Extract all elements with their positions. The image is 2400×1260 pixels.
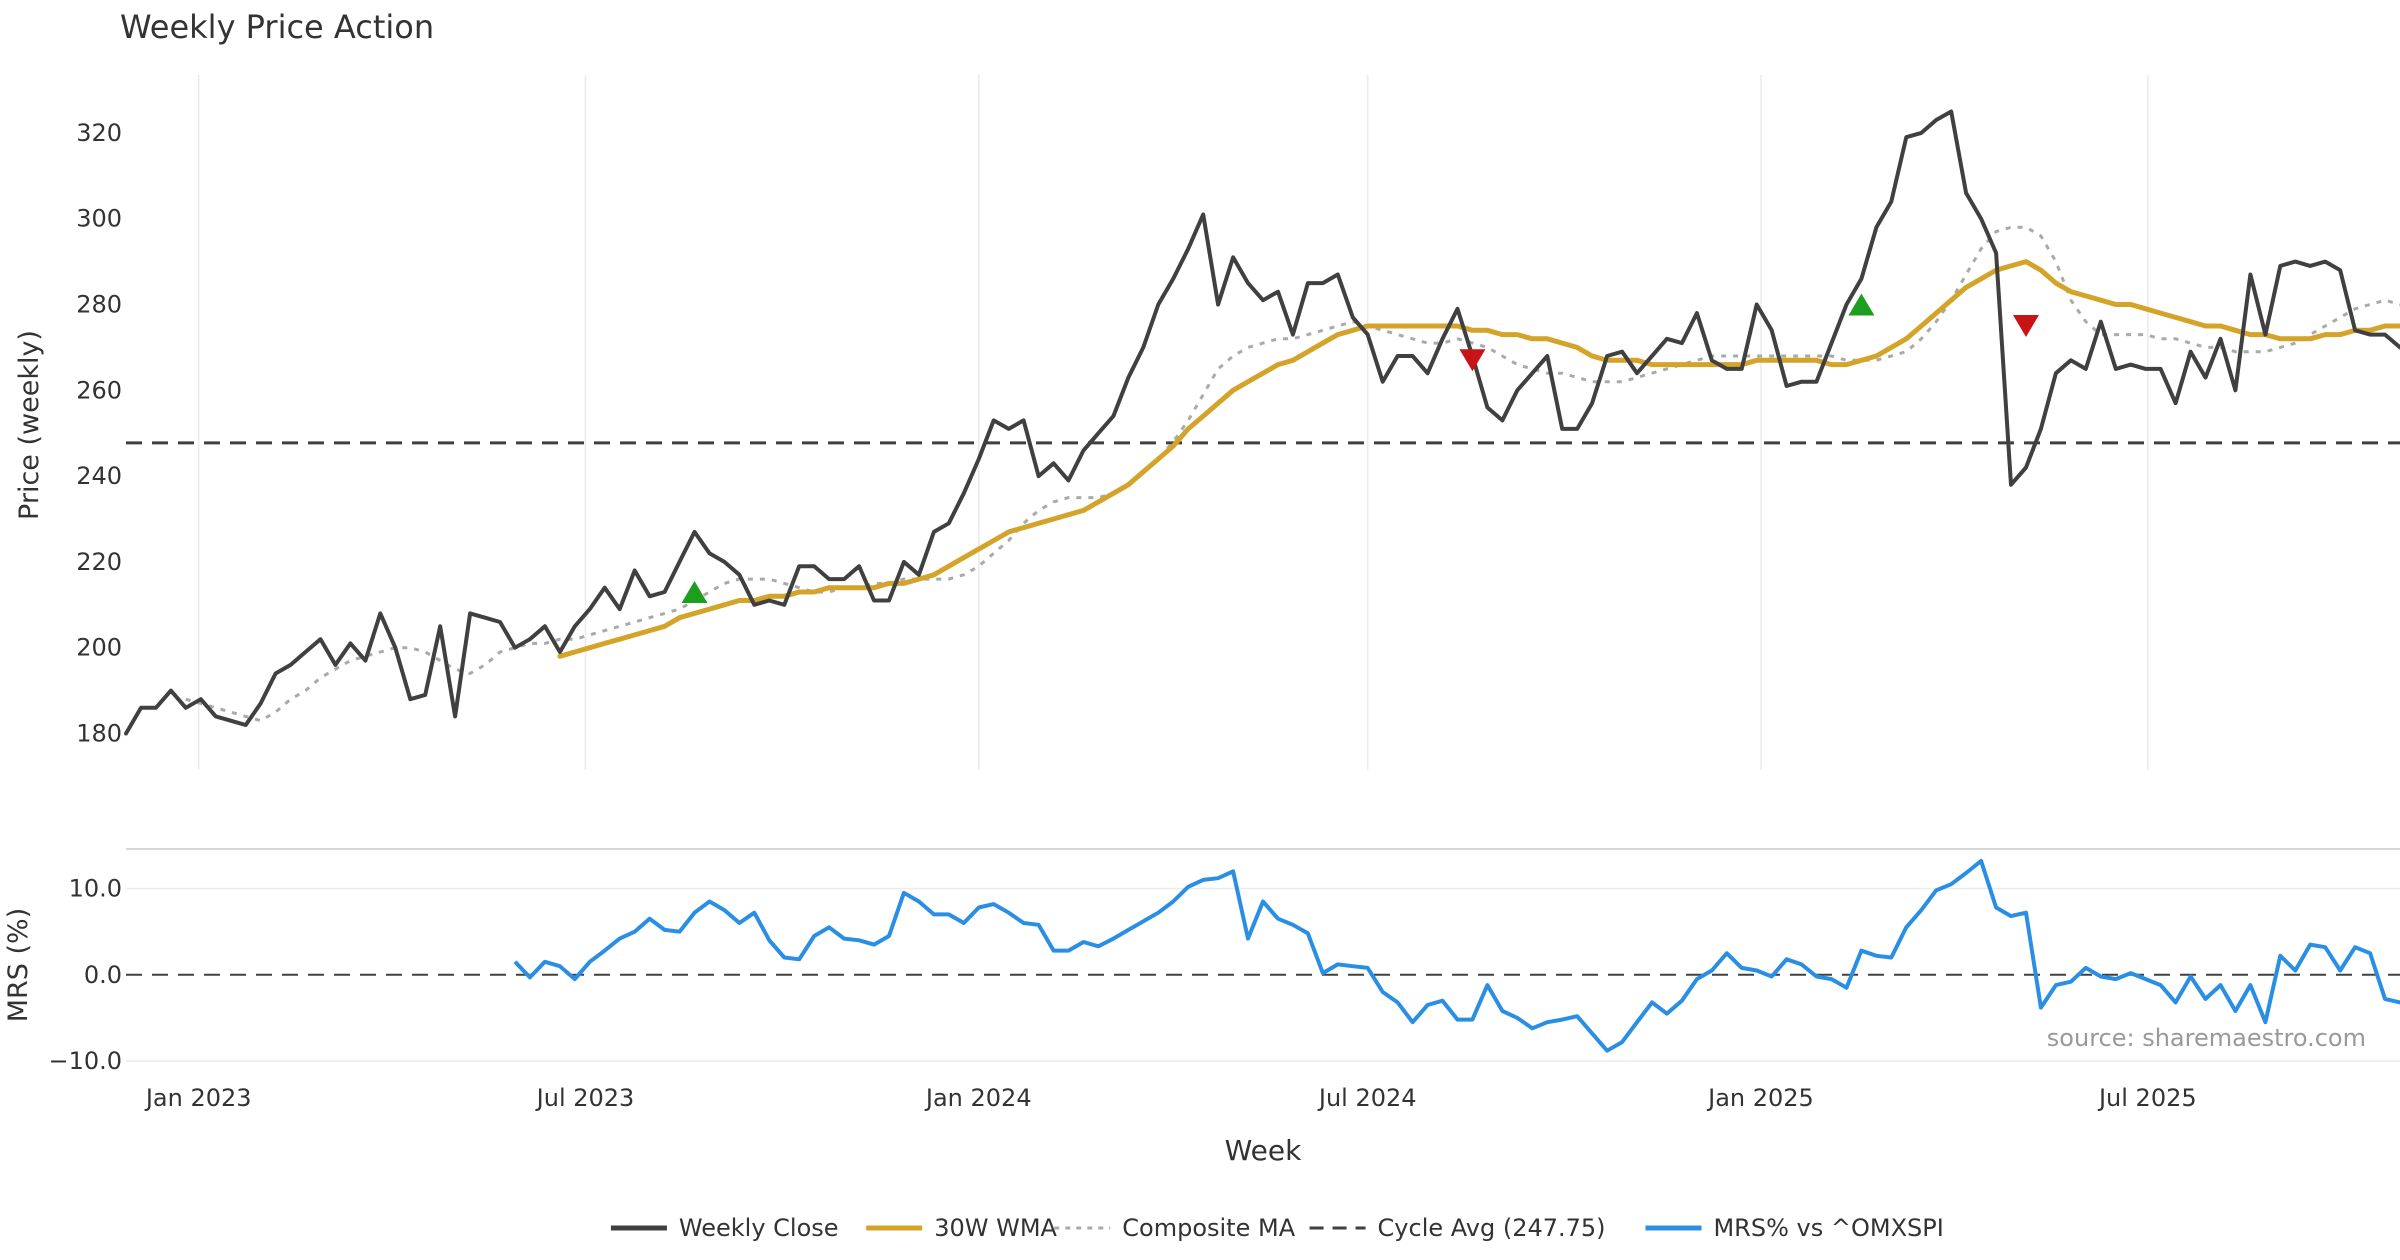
buy-signal-marker <box>681 580 708 603</box>
price-y-tick-label: 200 <box>76 634 122 662</box>
legend-label: Composite MA <box>1122 1214 1295 1242</box>
mrs-panel-series <box>513 858 2400 1053</box>
x-axis-ticks: Jan 2023 Jul 2023 Jan 2024 Jul 2024 Jan 2025… <box>144 1084 2197 1112</box>
price-y-tick-label: 320 <box>76 119 122 147</box>
price-y-tick-label: 280 <box>76 291 122 319</box>
legend-item: Composite MA <box>1054 1214 1296 1242</box>
sell-signal-marker <box>2012 314 2039 337</box>
price-y-axis-ticks: 180 200 220 240 260 280 300 320 <box>76 119 122 748</box>
price-y-tick-label: 300 <box>76 205 122 233</box>
legend-label: Weekly Close <box>679 1214 839 1242</box>
mrs-y-tick-label: 10.0 <box>69 875 122 903</box>
x-tick-label: Jan 2023 <box>144 1084 252 1112</box>
price-panel-grid <box>197 75 2149 770</box>
price-panel-series <box>124 109 2400 736</box>
legend-item: 30W WMA <box>866 1214 1058 1242</box>
x-tick-label: Jul 2023 <box>535 1084 635 1112</box>
legend-item: MRS% vs ^OMXSPI <box>1645 1214 1944 1242</box>
source-text: source: sharemaestro.com <box>2047 1024 2366 1052</box>
price-y-tick-label: 260 <box>76 376 122 404</box>
price-y-tick-label: 240 <box>76 462 122 490</box>
x-tick-label: Jan 2024 <box>924 1084 1032 1112</box>
signal-markers <box>681 293 2039 603</box>
legend-item: Cycle Avg (247.75) <box>1309 1214 1606 1242</box>
sell-signal-marker <box>1459 349 1486 372</box>
30w-wma-line <box>557 259 2400 659</box>
legend-label: 30W WMA <box>934 1214 1057 1242</box>
mrs-y-axis-ticks: 10.0 0.0 −10.0 <box>48 875 122 1075</box>
x-tick-label: Jul 2024 <box>1317 1084 1417 1112</box>
legend-label: Cycle Avg (247.75) <box>1378 1214 1606 1242</box>
legend-item: Weekly Close <box>610 1214 839 1242</box>
mrs-y-tick-label: 0.0 <box>84 961 122 989</box>
price-y-axis-label: Price (weekly) <box>14 330 45 520</box>
weekly-close-line <box>124 109 2400 736</box>
legend: Weekly Close 30W WMA Composite MA Cycle Avg… <box>610 1214 1944 1242</box>
x-tick-label: Jul 2025 <box>2097 1084 2197 1112</box>
x-axis-label: Week <box>1225 1134 1302 1167</box>
mrs-y-axis-label: MRS (%) <box>3 908 34 1023</box>
price-y-tick-label: 220 <box>76 548 122 576</box>
price-y-tick-label: 180 <box>76 720 122 748</box>
mrs-y-tick-label: −10.0 <box>48 1047 122 1075</box>
mrs-panel-grid <box>126 887 2400 1062</box>
chart-title: Weekly Price Action <box>120 8 434 46</box>
x-tick-label: Jan 2025 <box>1706 1084 1814 1112</box>
legend-label: MRS% vs ^OMXSPI <box>1713 1214 1943 1242</box>
buy-signal-marker <box>1848 293 1875 316</box>
mrs-line <box>513 858 2400 1053</box>
